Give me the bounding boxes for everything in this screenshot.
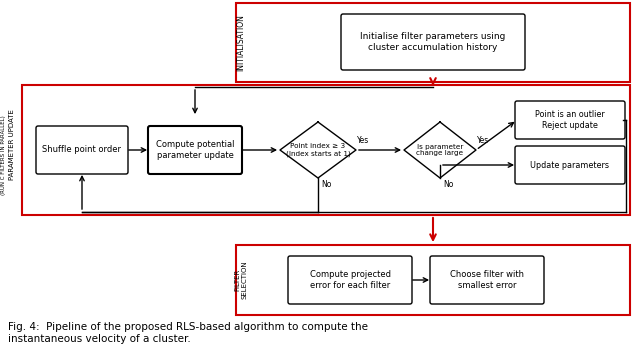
Text: Point index ≥ 3
(Index starts at 1): Point index ≥ 3 (Index starts at 1) bbox=[285, 143, 350, 157]
FancyBboxPatch shape bbox=[341, 14, 525, 70]
Text: Shuffle point order: Shuffle point order bbox=[42, 145, 122, 155]
Text: INITIALISATION: INITIALISATION bbox=[237, 14, 246, 71]
Text: No: No bbox=[321, 180, 332, 189]
Polygon shape bbox=[280, 122, 356, 178]
Text: Initialise filter parameters using
cluster accumulation history: Initialise filter parameters using clust… bbox=[360, 32, 506, 52]
Text: Yes: Yes bbox=[477, 136, 489, 145]
Text: FILTER
SELECTION: FILTER SELECTION bbox=[234, 261, 248, 299]
FancyBboxPatch shape bbox=[515, 101, 625, 139]
Text: Is parameter
change large: Is parameter change large bbox=[417, 143, 463, 157]
FancyBboxPatch shape bbox=[148, 126, 242, 174]
Polygon shape bbox=[404, 122, 476, 178]
Text: Fig. 4:  Pipeline of the proposed RLS-based algorithm to compute the
instantaneo: Fig. 4: Pipeline of the proposed RLS-bas… bbox=[8, 322, 368, 343]
Text: Compute projected
error for each filter: Compute projected error for each filter bbox=[310, 270, 390, 290]
FancyBboxPatch shape bbox=[236, 3, 630, 82]
FancyBboxPatch shape bbox=[288, 256, 412, 304]
Text: (RUN C FILTERS IN PARALLEL): (RUN C FILTERS IN PARALLEL) bbox=[1, 115, 6, 195]
Text: No: No bbox=[443, 180, 453, 189]
Text: PARAMETER UPDATE: PARAMETER UPDATE bbox=[9, 110, 15, 180]
Text: Choose filter with
smallest error: Choose filter with smallest error bbox=[450, 270, 524, 290]
FancyBboxPatch shape bbox=[430, 256, 544, 304]
FancyBboxPatch shape bbox=[515, 146, 625, 184]
FancyBboxPatch shape bbox=[36, 126, 128, 174]
Text: Update parameters: Update parameters bbox=[531, 160, 609, 169]
Text: Yes: Yes bbox=[357, 136, 369, 145]
FancyBboxPatch shape bbox=[236, 245, 630, 315]
FancyBboxPatch shape bbox=[22, 85, 630, 215]
Text: Point is an outlier
Reject update: Point is an outlier Reject update bbox=[535, 110, 605, 130]
Text: Compute potential
parameter update: Compute potential parameter update bbox=[156, 140, 234, 160]
